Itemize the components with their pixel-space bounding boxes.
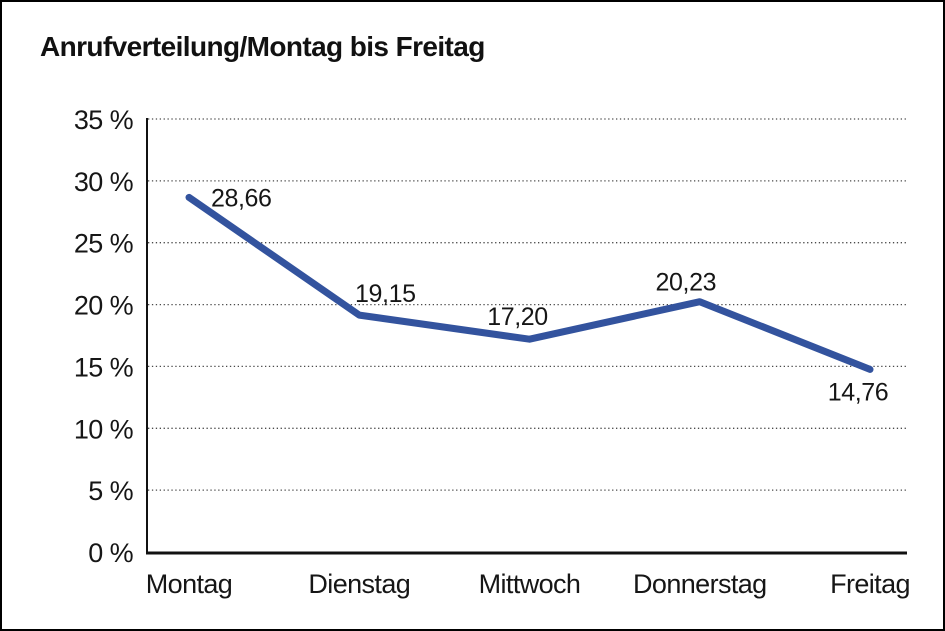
y-tick-label: 10 % <box>74 414 134 444</box>
x-category-label: Donnerstag <box>633 569 767 599</box>
y-tick-label: 30 % <box>74 167 134 197</box>
x-category-label: Freitag <box>830 569 910 599</box>
x-category-label: Montag <box>146 569 232 599</box>
y-tick-label: 5 % <box>88 476 133 506</box>
data-point-label: 17,20 <box>487 303 548 331</box>
data-point-label: 20,23 <box>656 269 717 297</box>
data-series-line <box>185 193 874 373</box>
data-point-label: 28,66 <box>211 184 272 212</box>
y-tick-label: 15 % <box>74 352 134 382</box>
y-tick-label: 20 % <box>74 291 134 321</box>
data-point-label: 14,76 <box>828 378 889 406</box>
data-point-label: 19,15 <box>355 280 416 308</box>
y-tick-label: 25 % <box>74 229 134 259</box>
chart-title: Anrufverteilung/Montag bis Freitag <box>40 31 485 62</box>
y-tick-label: 0 % <box>88 538 133 568</box>
x-category-label: Mittwoch <box>479 569 581 599</box>
y-tick-label: 35 % <box>74 105 134 135</box>
x-category-label: Dienstag <box>308 569 410 599</box>
